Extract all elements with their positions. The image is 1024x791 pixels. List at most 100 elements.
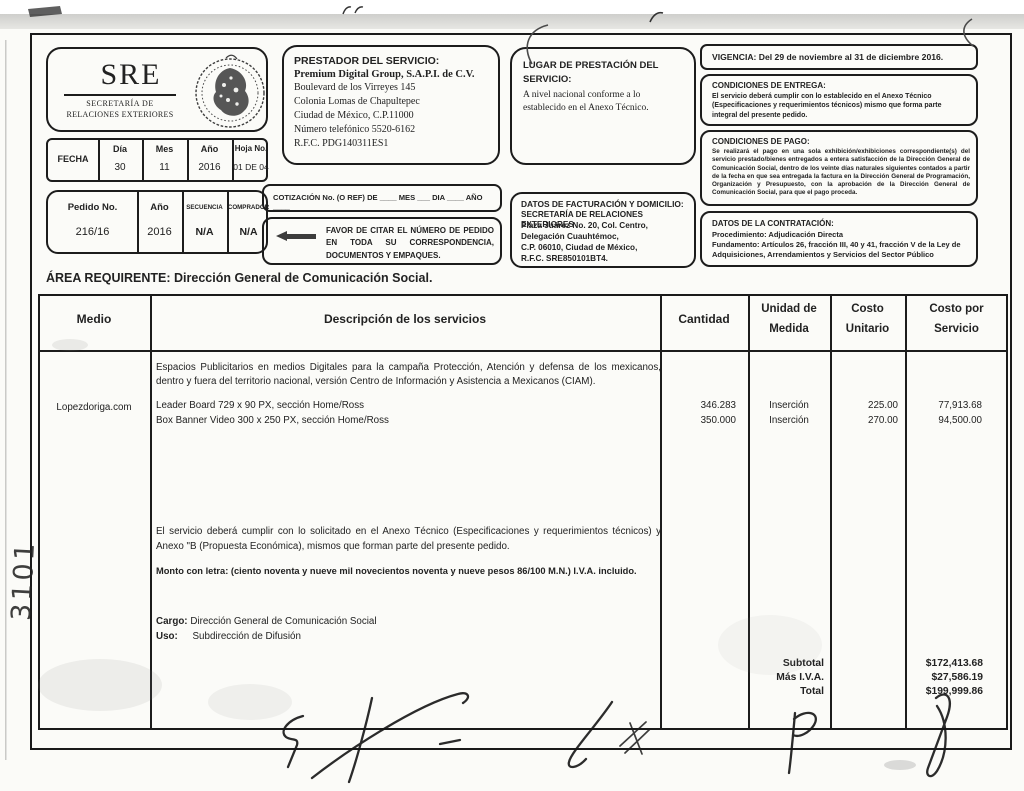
- col-header-costo-unitario-2: Unitario: [845, 323, 890, 335]
- pedido-col-header: COMPRADOR: [227, 204, 270, 211]
- pedido-divider: [182, 192, 184, 252]
- prestador-rfc-line: R.F.C. PDG140311ES1: [294, 138, 389, 149]
- uso-label: Uso:: [156, 631, 178, 642]
- vigencia-box: VIGENCIA: Del 29 de noviembre al 31 de d…: [700, 44, 978, 70]
- note-monto-con-letra: Monto con letra: (ciento noventa y nueve…: [156, 566, 637, 576]
- pedido-col-header: Pedido No.: [67, 202, 118, 213]
- uso-value: Subdirección de Difusión: [192, 631, 301, 642]
- lugar-body: A nivel nacional conforme a lo estableci…: [523, 90, 649, 113]
- fecha-col-header: Día: [112, 144, 127, 154]
- prestador-address-line: Colonia Lomas de Chapultepec: [294, 96, 420, 107]
- service-item-description: Box Banner Video 300 x 250 PX, sección H…: [156, 415, 389, 426]
- service-item-unidad: Inserción: [769, 400, 809, 411]
- vigencia-text: VIGENCIA: Del 29 de noviembre al 31 de d…: [712, 52, 944, 62]
- note-anexo: El servicio deberá cumplir con lo solici…: [156, 526, 661, 552]
- pedido-value-secuencia: N/A: [195, 226, 214, 238]
- cargo-value: Dirección General de Comunicación Social: [190, 616, 377, 627]
- service-item-cantidad: 350.000: [700, 415, 736, 426]
- prestador-address-line: Boulevard de los Virreyes 145: [294, 82, 416, 93]
- services-col-divider: [150, 294, 152, 730]
- facturacion-title: DATOS DE FACTURACIÓN Y DOMICILIO:: [521, 199, 684, 209]
- service-item-costo-servicio: 77,913.68: [938, 400, 982, 411]
- sre-acronym: SRE: [100, 58, 162, 91]
- sre-underline: [64, 94, 176, 96]
- pedido-divider: [137, 192, 139, 252]
- pedido-col-header: SECUENCIA: [186, 204, 223, 211]
- service-item-cantidad: 346.283: [700, 400, 736, 411]
- lugar-title: LUGAR DE PRESTACIÓN DEL SERVICIO:: [523, 60, 659, 85]
- cotizacion-text: COTIZACIÓN No. (O REF) DE ____ MES ___ D…: [273, 193, 483, 212]
- cargo-label: Cargo:: [156, 616, 188, 627]
- total-label-iva: Más I.V.A.: [776, 672, 824, 683]
- total-value-subtotal: $172,413.68: [925, 658, 983, 669]
- left-arrow-icon: [276, 231, 316, 242]
- contratacion-procedimiento: Procedimiento: Adjudicación Directa: [712, 230, 843, 239]
- fecha-col-header: Hoja No.: [234, 144, 268, 153]
- fecha-divider: [98, 140, 100, 180]
- facturacion-line: R.F.C. SRE850101BT4.: [521, 254, 608, 263]
- service-item-costo-unitario: 270.00: [868, 415, 898, 426]
- facturacion-line: Plaza Juárez No. 20, Col. Centro,: [521, 221, 648, 230]
- sre-subtitle-2: RELACIONES EXTERIORES: [66, 110, 174, 119]
- entrega-box: CONDICIONES DE ENTREGA: El servicio debe…: [700, 74, 978, 126]
- pedido-table: Pedido No. Año SECUENCIA COMPRADOR 216/1…: [46, 190, 270, 254]
- facturacion-line: SECRETARÍA DE RELACIONES EXTERIORES: [521, 210, 643, 230]
- col-header-cantidad: Cantidad: [678, 312, 730, 326]
- fecha-col-header: Mes: [155, 144, 174, 154]
- lugar-box: LUGAR DE PRESTACIÓN DEL SERVICIO: A nive…: [510, 47, 696, 165]
- services-col-divider: [660, 294, 662, 730]
- total-label-total: Total: [800, 686, 824, 697]
- service-item-costo-unitario: 225.00: [868, 400, 898, 411]
- favor-text: FAVOR DE CITAR EL NÚMERO DE PEDIDO EN TO…: [326, 226, 494, 260]
- service-item-unidad: Inserción: [769, 415, 809, 426]
- note-uso: Uso: Subdirección de Difusión: [156, 631, 661, 643]
- col-header-descripcion: Descripción de los servicios: [323, 312, 487, 326]
- fecha-divider: [142, 140, 144, 180]
- cotizacion-box: COTIZACIÓN No. (O REF) DE ____ MES ___ D…: [262, 184, 502, 212]
- col-header-unidad-1: Unidad de: [761, 303, 817, 315]
- facturacion-box: DATOS DE FACTURACIÓN Y DOMICILIO: SECRET…: [510, 192, 696, 268]
- official-seal-eagle-icon: [195, 54, 265, 128]
- pedido-value-ano: 2016: [147, 226, 172, 238]
- pago-body: Se realizará el pago en una sola exhibic…: [712, 148, 970, 197]
- services-col-divider: [830, 294, 832, 730]
- medio-value: Lopezdoriga.com: [56, 402, 132, 413]
- fecha-value-dia: 30: [114, 162, 126, 173]
- prestador-name: Premium Digital Group, S.A.P.I. de C.V.: [294, 69, 475, 80]
- prestador-phone-line: Número telefónico 5520-6162: [294, 124, 416, 135]
- services-col-divider: [748, 294, 750, 730]
- handwritten-margin-number: 3101: [6, 539, 42, 622]
- pago-title: CONDICIONES DE PAGO:: [712, 137, 810, 146]
- col-header-unidad-2: Medida: [769, 323, 809, 335]
- col-header-costo-unitario-1: Costo: [851, 303, 884, 315]
- entrega-title: CONDICIONES DE ENTREGA:: [712, 81, 826, 90]
- total-label-subtotal: Subtotal: [782, 658, 824, 669]
- col-header-costo-servicio-2: Servicio: [934, 323, 979, 335]
- prestador-title: PRESTADOR DEL SERVICIO:: [294, 55, 440, 67]
- prestador-address-line: Ciudad de México, C.P.11000: [294, 110, 414, 121]
- pedido-col-header: Año: [150, 202, 169, 213]
- services-header-rule: [38, 350, 1008, 352]
- col-header-costo-servicio-1: Costo por: [929, 303, 984, 315]
- entrega-body: El servicio deberá cumplir con lo establ…: [712, 93, 942, 119]
- fecha-divider: [232, 140, 234, 180]
- col-header-medio: Medio: [76, 312, 112, 326]
- contratacion-title: DATOS DE LA CONTRATACIÓN:: [712, 219, 834, 228]
- sre-subtitle-1: SECRETARÍA DE: [86, 99, 154, 108]
- scan-edge-band: [0, 14, 1024, 29]
- document-outer-border: [30, 33, 1012, 750]
- services-table: [38, 294, 1008, 730]
- contratacion-box: DATOS DE LA CONTRATACIÓN: Procedimiento:…: [700, 211, 978, 267]
- contratacion-fundamento: Fundamento: Artículos 26, fracción III, …: [712, 240, 961, 259]
- pedido-value-numero: 216/16: [75, 226, 110, 238]
- prestador-box: PRESTADOR DEL SERVICIO: Premium Digital …: [282, 45, 500, 165]
- fecha-col-header: Año: [200, 144, 219, 154]
- sre-logo-box: SRE SECRETARÍA DE RELACIONES EXTERIORES: [46, 47, 268, 132]
- note-cargo: Cargo: Dirección General de Comunicación…: [156, 616, 661, 628]
- services-col-divider: [905, 294, 907, 730]
- total-value-iva: $27,586.19: [931, 672, 983, 683]
- fecha-value-mes: 11: [159, 162, 170, 173]
- area-requirente-title: ÁREA REQUIRENTE: Dirección General de Co…: [46, 271, 433, 285]
- total-value-total: $199,999.86: [925, 686, 983, 697]
